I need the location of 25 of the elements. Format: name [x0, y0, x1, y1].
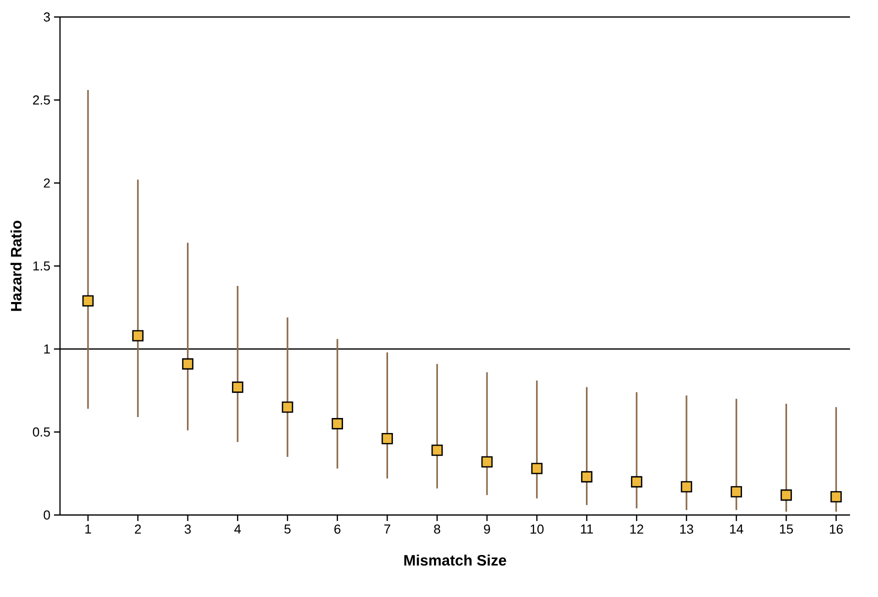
x-tick-label: 14 — [730, 524, 744, 534]
x-tick-label: 3 — [184, 524, 191, 534]
y-tick-label: 3 — [44, 12, 50, 22]
x-tick-label: 15 — [780, 524, 793, 534]
x-tick-label: 13 — [680, 524, 694, 534]
x-axis-title: Mismatch Size — [404, 554, 506, 566]
y-axis-title: Hazard Ratio — [10, 220, 22, 311]
x-tick-label: 7 — [384, 524, 390, 534]
x-tick-label: 2 — [134, 524, 141, 534]
x-tick-label: 12 — [630, 524, 644, 534]
y-tick-label: 0.5 — [32, 427, 50, 437]
x-tick-label: 1 — [85, 524, 91, 534]
x-tick-label: 11 — [580, 524, 593, 534]
y-tick-label: 1 — [44, 344, 50, 354]
y-tick-label: 2.5 — [33, 95, 50, 105]
x-tick-label: 6 — [334, 524, 340, 534]
y-tick-label: 1.5 — [33, 261, 50, 271]
x-tick-label: 9 — [484, 524, 490, 534]
x-tick-label: 5 — [284, 524, 291, 534]
x-tick-label: 4 — [234, 524, 241, 534]
x-tick-label: 16 — [830, 524, 843, 534]
x-tick-label: 10 — [530, 524, 544, 534]
y-tick-label: 2 — [44, 178, 50, 188]
x-tick-label: 8 — [434, 524, 440, 534]
y-tick-label: 0 — [44, 510, 50, 520]
